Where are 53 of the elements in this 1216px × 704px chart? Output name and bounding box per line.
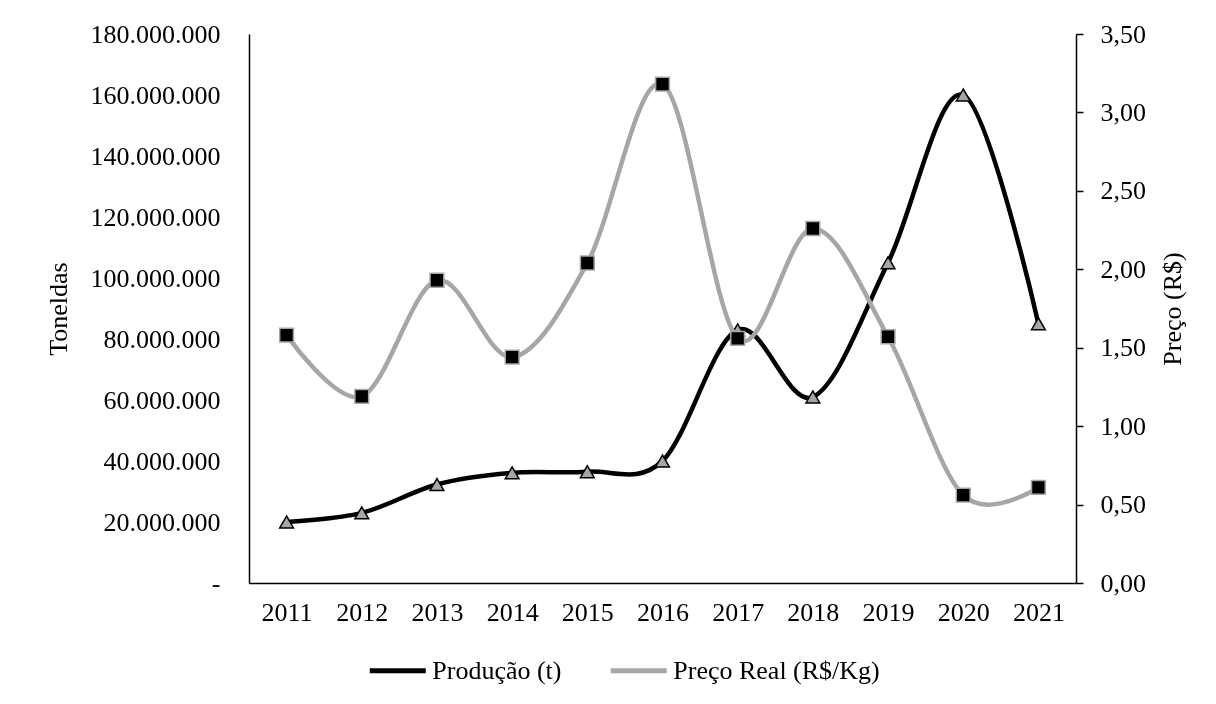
point (429, 272, 445, 288)
point (955, 88, 971, 102)
point (880, 256, 896, 270)
point (278, 327, 295, 343)
point (955, 487, 971, 503)
y2-tick-label: 0,00 (1100, 568, 1146, 598)
point (805, 220, 821, 237)
y2-tick-label: 1,00 (1100, 411, 1146, 441)
y-tick-label: 180.000.000 (90, 19, 221, 49)
y-tick-label: 120.000.000 (90, 202, 221, 232)
x-tick-label: 2012 (336, 597, 389, 627)
y2-tick-label: 3,50 (1100, 19, 1146, 49)
point (880, 329, 896, 345)
y2-tick-label: 3,00 (1100, 97, 1146, 127)
y-tick-label: 20.000.000 (103, 507, 221, 537)
x-tick-label: 2016 (637, 597, 689, 627)
point (504, 349, 520, 365)
y-tick-label: 160.000.000 (90, 80, 221, 110)
y2-tick-label: 2,00 (1100, 254, 1146, 284)
x-tick-label: 2013 (411, 597, 464, 627)
point (354, 506, 370, 520)
x-tick-label: 2015 (561, 597, 614, 627)
legend-label: Preço Real (R$/Kg) (673, 655, 880, 685)
point (1030, 317, 1047, 331)
x-tick-label: 2011 (261, 597, 313, 627)
y-tick-label: 100.000.000 (90, 263, 221, 293)
y2-tick-label: 0,50 (1100, 490, 1146, 520)
point (805, 390, 821, 404)
x-tick-label: 2019 (862, 597, 915, 627)
point (579, 464, 595, 479)
point (579, 255, 595, 271)
y2-axis-title: Preço (R$) (1158, 252, 1187, 366)
point (730, 330, 746, 346)
x-tick-label: 2020 (937, 597, 990, 627)
x-tick-label: 2021 (1012, 597, 1065, 627)
point (504, 466, 520, 480)
point (278, 515, 295, 529)
y-tick-label: 40.000.000 (103, 446, 221, 476)
y-axis-title: Toneldas (43, 262, 73, 356)
x-tick-label: 2018 (787, 597, 840, 627)
y2-tick-label: 1,50 (1100, 333, 1146, 363)
x-tick-label: 2017 (712, 597, 765, 627)
y-tick-label: 80.000.000 (103, 324, 221, 354)
y-tick-label: 140.000.000 (90, 141, 221, 171)
point (654, 76, 671, 92)
point (1030, 479, 1047, 495)
point (354, 388, 370, 404)
x-tick-label: 2014 (486, 597, 539, 627)
y2-tick-label: 2,50 (1100, 176, 1146, 206)
y-tick-label: - (211, 568, 221, 598)
y-tick-label: 60.000.000 (103, 385, 221, 415)
legend-label: Produção (t) (432, 655, 562, 685)
point (429, 477, 445, 492)
